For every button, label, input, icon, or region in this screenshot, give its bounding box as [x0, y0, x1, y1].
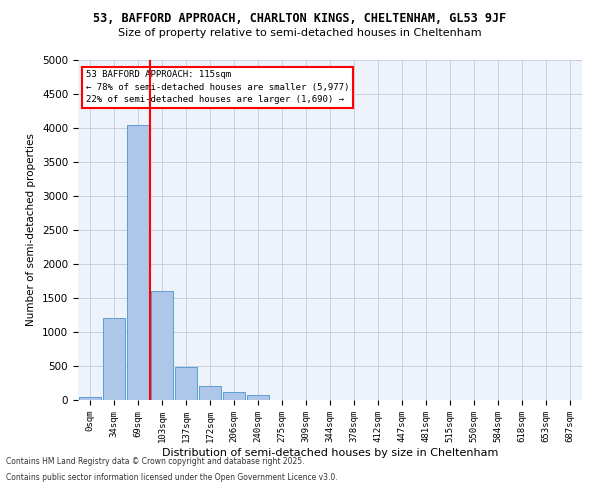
Bar: [247, 394, 269, 400]
Bar: [127, 124, 149, 400]
Bar: [79, 396, 101, 400]
Bar: [151, 291, 173, 400]
Bar: [199, 386, 221, 400]
Text: Contains HM Land Registry data © Crown copyright and database right 2025.: Contains HM Land Registry data © Crown c…: [6, 458, 305, 466]
Text: Contains public sector information licensed under the Open Government Licence v3: Contains public sector information licen…: [6, 472, 338, 482]
Bar: [103, 318, 125, 400]
Text: 53 BAFFORD APPROACH: 115sqm
← 78% of semi-detached houses are smaller (5,977)
22: 53 BAFFORD APPROACH: 115sqm ← 78% of sem…: [86, 70, 349, 104]
Text: Size of property relative to semi-detached houses in Cheltenham: Size of property relative to semi-detach…: [118, 28, 482, 38]
Bar: [223, 392, 245, 400]
X-axis label: Distribution of semi-detached houses by size in Cheltenham: Distribution of semi-detached houses by …: [162, 448, 498, 458]
Bar: [175, 368, 197, 400]
Text: 53, BAFFORD APPROACH, CHARLTON KINGS, CHELTENHAM, GL53 9JF: 53, BAFFORD APPROACH, CHARLTON KINGS, CH…: [94, 12, 506, 26]
Y-axis label: Number of semi-detached properties: Number of semi-detached properties: [26, 134, 37, 326]
